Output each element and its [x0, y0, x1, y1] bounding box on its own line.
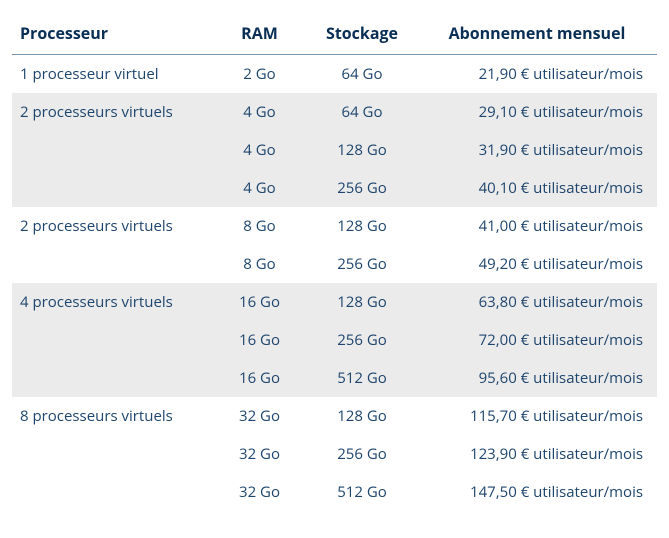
- cell-processor: 4 processeurs virtuels: [12, 283, 212, 321]
- cell-price: 29,10 € utilisateur/mois: [417, 93, 657, 131]
- pricing-table-body: 1 processeur virtuel 2 Go 64 Go 21,90 € …: [12, 55, 657, 512]
- cell-processor: [12, 131, 212, 169]
- cell-storage: 128 Go: [307, 131, 417, 169]
- cell-processor: [12, 245, 212, 283]
- cell-ram: 16 Go: [212, 283, 307, 321]
- cell-price: 123,90 € utilisateur/mois: [417, 435, 657, 473]
- cell-processor: [12, 321, 212, 359]
- cell-processor: 2 processeurs virtuels: [12, 207, 212, 245]
- table-row: 8 processeurs virtuels 32 Go 128 Go 115,…: [12, 397, 657, 435]
- cell-storage: 256 Go: [307, 245, 417, 283]
- cell-price: 31,90 € utilisateur/mois: [417, 131, 657, 169]
- cell-price: 95,60 € utilisateur/mois: [417, 359, 657, 397]
- col-header-ram: RAM: [212, 12, 307, 55]
- cell-ram: 2 Go: [212, 55, 307, 94]
- cell-storage: 128 Go: [307, 397, 417, 435]
- cell-storage: 512 Go: [307, 473, 417, 511]
- table-row: 4 Go 256 Go 40,10 € utilisateur/mois: [12, 169, 657, 207]
- table-row: 8 Go 256 Go 49,20 € utilisateur/mois: [12, 245, 657, 283]
- col-header-storage: Stockage: [307, 12, 417, 55]
- cell-price: 147,50 € utilisateur/mois: [417, 473, 657, 511]
- cell-ram: 8 Go: [212, 207, 307, 245]
- cell-ram: 4 Go: [212, 169, 307, 207]
- cell-storage: 512 Go: [307, 359, 417, 397]
- table-row: 4 Go 128 Go 31,90 € utilisateur/mois: [12, 131, 657, 169]
- col-header-processor: Processeur: [12, 12, 212, 55]
- cell-processor: [12, 359, 212, 397]
- cell-ram: 32 Go: [212, 397, 307, 435]
- cell-price: 115,70 € utilisateur/mois: [417, 397, 657, 435]
- table-row: 2 processeurs virtuels 8 Go 128 Go 41,00…: [12, 207, 657, 245]
- table-row: 1 processeur virtuel 2 Go 64 Go 21,90 € …: [12, 55, 657, 94]
- cell-ram: 16 Go: [212, 359, 307, 397]
- cell-storage: 64 Go: [307, 93, 417, 131]
- col-header-price: Abonnement mensuel: [417, 12, 657, 55]
- cell-price: 49,20 € utilisateur/mois: [417, 245, 657, 283]
- cell-price: 41,00 € utilisateur/mois: [417, 207, 657, 245]
- cell-ram: 32 Go: [212, 473, 307, 511]
- cell-storage: 256 Go: [307, 435, 417, 473]
- cell-processor: [12, 435, 212, 473]
- cell-storage: 64 Go: [307, 55, 417, 94]
- cell-processor: 2 processeurs virtuels: [12, 93, 212, 131]
- cell-storage: 256 Go: [307, 169, 417, 207]
- table-row: 32 Go 512 Go 147,50 € utilisateur/mois: [12, 473, 657, 511]
- table-row: 16 Go 256 Go 72,00 € utilisateur/mois: [12, 321, 657, 359]
- cell-ram: 4 Go: [212, 93, 307, 131]
- table-header-row: Processeur RAM Stockage Abonnement mensu…: [12, 12, 657, 55]
- table-row: 2 processeurs virtuels 4 Go 64 Go 29,10 …: [12, 93, 657, 131]
- cell-ram: 16 Go: [212, 321, 307, 359]
- pricing-table: Processeur RAM Stockage Abonnement mensu…: [12, 12, 657, 511]
- cell-ram: 32 Go: [212, 435, 307, 473]
- cell-storage: 128 Go: [307, 207, 417, 245]
- cell-price: 40,10 € utilisateur/mois: [417, 169, 657, 207]
- cell-processor: 8 processeurs virtuels: [12, 397, 212, 435]
- cell-storage: 256 Go: [307, 321, 417, 359]
- cell-ram: 4 Go: [212, 131, 307, 169]
- cell-processor: 1 processeur virtuel: [12, 55, 212, 94]
- cell-processor: [12, 473, 212, 511]
- cell-price: 72,00 € utilisateur/mois: [417, 321, 657, 359]
- table-row: 32 Go 256 Go 123,90 € utilisateur/mois: [12, 435, 657, 473]
- cell-price: 63,80 € utilisateur/mois: [417, 283, 657, 321]
- cell-price: 21,90 € utilisateur/mois: [417, 55, 657, 94]
- cell-storage: 128 Go: [307, 283, 417, 321]
- cell-ram: 8 Go: [212, 245, 307, 283]
- table-row: 4 processeurs virtuels 16 Go 128 Go 63,8…: [12, 283, 657, 321]
- cell-processor: [12, 169, 212, 207]
- table-row: 16 Go 512 Go 95,60 € utilisateur/mois: [12, 359, 657, 397]
